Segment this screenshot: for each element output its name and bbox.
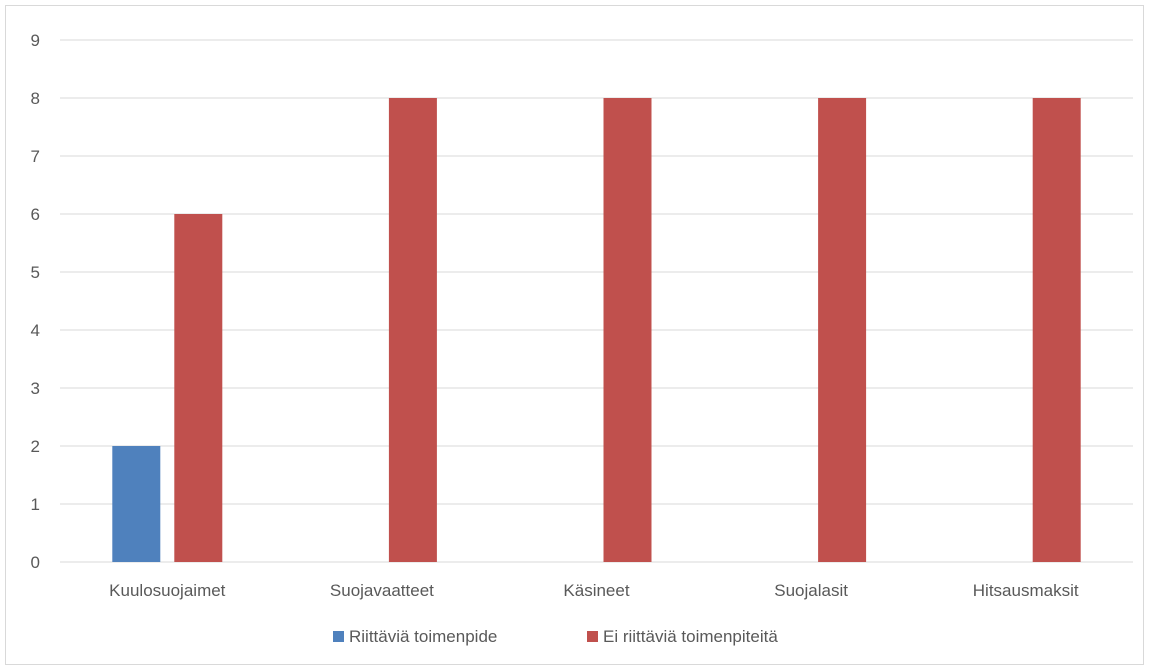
legend-swatch: [587, 631, 598, 642]
y-tick-label: 9: [31, 31, 40, 50]
gridlines: [60, 39, 1133, 563]
x-axis-labels: Kuulosuojaimet Suojavaatteet Käsineet Suoja…: [109, 581, 1079, 600]
bar: [1032, 98, 1081, 562]
x-tick-label: Suojalasit: [774, 581, 848, 600]
x-tick-label: Hitsausmaksit: [973, 581, 1079, 600]
y-tick-label: 2: [31, 437, 40, 456]
bar: [388, 98, 437, 562]
x-tick-label: Suojavaatteet: [330, 581, 434, 600]
y-tick-label: 7: [31, 147, 40, 166]
bar: [603, 98, 652, 562]
legend: Riittäviä toimenpide Ei riittäviä toimenp…: [333, 627, 778, 646]
bar: [818, 98, 867, 562]
y-tick-label: 3: [31, 379, 40, 398]
legend-label: Riittäviä toimenpide: [349, 627, 497, 646]
y-tick-label: 1: [31, 495, 40, 514]
x-tick-label: Käsineet: [563, 581, 629, 600]
y-tick-label: 0: [31, 553, 40, 572]
y-tick-label: 8: [31, 89, 40, 108]
bar: [174, 214, 223, 562]
y-tick-label: 4: [31, 321, 40, 340]
bar-chart: 0 1 2 3 4 5 6 7 8 9 Kuulosuojaimet Suojavaatteet Kä…: [31, 31, 1133, 646]
chart-frame: 0 1 2 3 4 5 6 7 8 9 Kuulosuojaimet Suojavaatteet Kä…: [5, 5, 1144, 665]
legend-label: Ei riittäviä toimenpiteitä: [603, 627, 778, 646]
y-tick-label: 5: [31, 263, 40, 282]
x-tick-label: Kuulosuojaimet: [109, 581, 226, 600]
y-axis-ticks: 0 1 2 3 4 5 6 7 8 9: [31, 31, 40, 572]
y-tick-label: 6: [31, 205, 40, 224]
bars: [112, 98, 1081, 562]
bar: [112, 446, 161, 562]
legend-swatch: [333, 631, 344, 642]
